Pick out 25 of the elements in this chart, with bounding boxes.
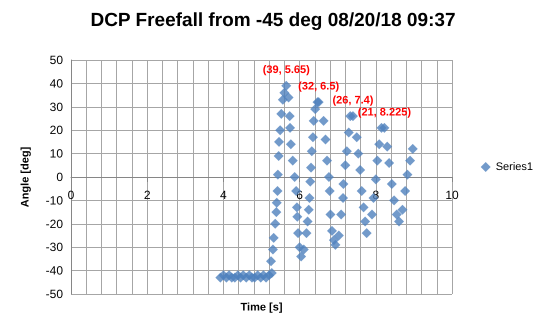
annotation: (26, 7.4) [332, 94, 374, 107]
annotation: (32, 6.5) [298, 80, 340, 93]
x-tick-label: 10 [445, 188, 459, 202]
chart-title: DCP Freefall from -45 deg 08/20/18 09:37 [90, 10, 456, 31]
x-tick-label: 6 [296, 188, 304, 202]
y-tick-label: 50 [50, 53, 64, 67]
y-tick-label: -30 [46, 240, 64, 254]
y-tick-label: -10 [46, 193, 64, 208]
x-tick-label: 4 [220, 188, 228, 202]
x-axis-title: Time [s] [240, 302, 283, 314]
y-axis-title: Angle [deg] [20, 146, 32, 208]
y-tick-label: -20 [46, 216, 64, 231]
y-tick-label: 10 [50, 146, 64, 161]
y-tick-label: 0 [56, 170, 64, 184]
x-tick-label: 8 [372, 188, 380, 202]
x-tick-label: 2 [144, 188, 151, 202]
x-tick-label: 0 [68, 188, 75, 202]
y-tick-label: -40 [46, 264, 64, 278]
y-tick-label: 20 [50, 123, 64, 138]
annotation: (39, 5.65) [262, 64, 310, 76]
annotation: (21, 8.225) [358, 106, 412, 118]
y-tick-label: -50 [46, 287, 64, 301]
legend-label: Series1 [496, 161, 533, 173]
y-tick-label: 40 [50, 76, 64, 90]
y-tick-label: 30 [50, 100, 64, 114]
